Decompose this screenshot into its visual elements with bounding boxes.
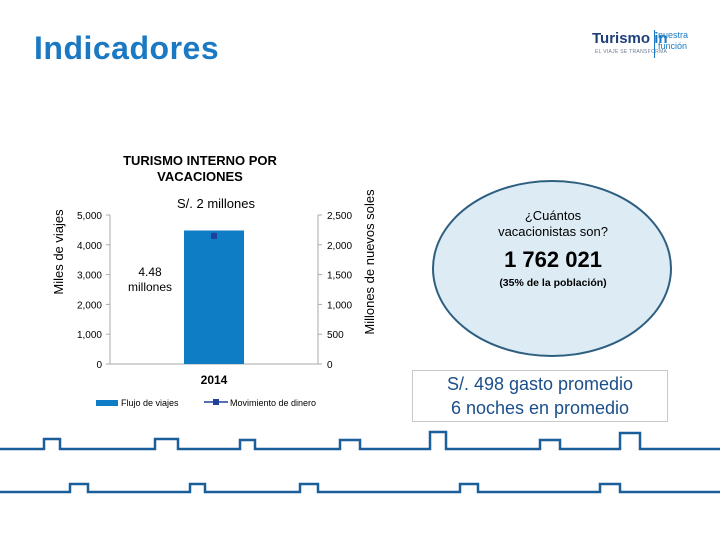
y-tick-label: 2,000 [77,300,102,311]
bubble-subtext: (35% de la población) [499,277,607,289]
summary-line-spending: S/. 498 gasto promedio [446,374,634,394]
y2-tick-label: 2,000 [327,241,352,252]
bar-flujo-de-viajes-2014 [184,230,244,364]
y-axis-label: Miles de viajes [51,209,66,295]
x-category-label: 2014 [201,373,228,387]
y2-tick-label: 1,000 [327,300,352,311]
logo-side-text: nuestra función [658,30,689,51]
logo-tagline: EL VIAJE SE TRANSFORMA [595,49,668,55]
y-tick-label: 0 [96,360,102,371]
money-data-label: S/. 2 millones [177,196,256,211]
y2-tick-label: 500 [327,330,344,341]
summary-line-nights: 6 noches en promedio [450,398,630,418]
legend-marker-movimiento-de-dinero [213,399,219,405]
decorative-skyline-line-lower [0,482,720,494]
y2-tick-label: 0 [327,360,333,371]
marker-movimiento-de-dinero-2014 [211,232,217,239]
bar-data-label-line2: millones [128,280,172,294]
logo-divider [654,30,655,58]
y-tick-label: 1,000 [77,330,102,341]
chart-title-line1: TURISMO INTERNO POR [123,153,277,168]
bubble-question: ¿Cuántos vacacionistas son? [498,208,608,239]
legend-label-flujo-de-viajes: Flujo de viajes [121,398,179,408]
logo-brand: Turismo in [592,30,668,47]
page-title: Indicadores [34,30,220,66]
y2-axis-label: Millones de nuevos soles [362,189,377,335]
y2-tick-label: 1,500 [327,271,352,282]
legend-label-movimiento-de-dinero: Movimiento de dinero [230,398,316,408]
y-tick-label: 3,000 [77,271,102,282]
y-axis-ticks: 0 1,000 2,000 3,000 4,000 5,000 [77,211,110,371]
decorative-skyline-line [0,430,720,451]
y2-tick-label: 2,500 [327,211,352,222]
bubble-number: 1 762 021 [504,247,602,272]
summary-box: S/. 498 gasto promedio 6 noches en prome… [412,370,668,422]
y2-axis-ticks: 0 500 1,000 1,500 2,000 2,500 [318,211,352,371]
chart-title-line2: VACACIONES [157,169,243,184]
bar-data-label-line1: 4.48 [138,265,162,279]
legend-swatch-flujo-de-viajes [96,400,118,406]
y-tick-label: 4,000 [77,241,102,252]
turismo-in-logo: Turismo in EL VIAJE SE TRANSFORMA nuestr… [592,28,692,62]
y-tick-label: 5,000 [77,211,102,222]
vacationers-bubble [432,180,672,357]
